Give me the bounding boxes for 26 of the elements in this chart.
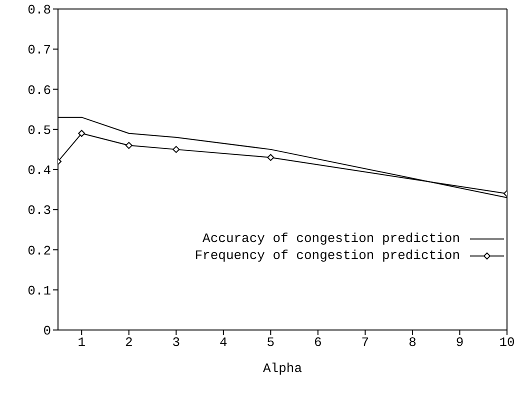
x-tick-label: 2 xyxy=(124,335,133,350)
point xyxy=(267,154,274,161)
x-tick-label: 6 xyxy=(314,335,322,350)
y-tick-label: 0.1 xyxy=(28,283,52,298)
legend-label: Frequency of congestion prediction xyxy=(194,247,460,264)
y-tick-label: 0.2 xyxy=(28,243,51,258)
x-tick-label: 4 xyxy=(220,335,228,350)
x-tick-label: 5 xyxy=(266,335,275,350)
x-tick-label: 1 xyxy=(78,335,86,350)
y-tick-label: 0.7 xyxy=(28,42,51,58)
y-tick-label: 0 xyxy=(43,324,51,339)
y-tick-label: 0.8 xyxy=(28,2,51,18)
x-tick-label: 10 xyxy=(499,335,515,350)
x-tick-label: 8 xyxy=(408,335,416,350)
y-tick-label: 0.3 xyxy=(28,203,51,218)
y-tick-label: 0.4 xyxy=(28,163,52,178)
x-tick-label: 9 xyxy=(456,335,464,350)
y-tick-label: 0.6 xyxy=(28,82,51,98)
y-tick-label: 0.5 xyxy=(28,122,51,138)
x-tick-label: 7 xyxy=(361,335,370,350)
point xyxy=(125,142,132,149)
x-axis-title: Alpha xyxy=(262,361,302,376)
point xyxy=(172,146,180,153)
legend-label: Accuracy of congestion prediction xyxy=(202,230,460,247)
x-tick-label: 3 xyxy=(172,335,180,350)
point xyxy=(78,130,86,137)
